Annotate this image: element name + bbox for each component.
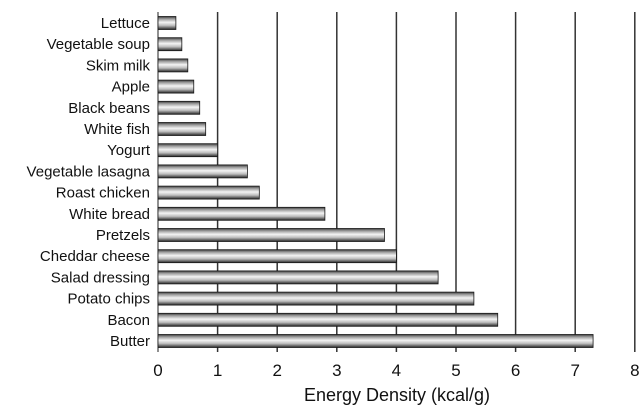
bar (157, 37, 183, 52)
category-label: Pretzels (96, 227, 150, 244)
bar (157, 164, 248, 179)
bar (157, 16, 177, 30)
x-tick-label: 5 (451, 361, 460, 380)
bar (157, 58, 189, 73)
category-label: Yogurt (107, 142, 151, 159)
bar (157, 334, 594, 348)
x-tick-label: 7 (570, 361, 579, 380)
category-label: Lettuce (101, 15, 150, 32)
bar (157, 79, 195, 94)
x-tick-label: 6 (511, 361, 520, 380)
bar (157, 100, 201, 115)
category-label: Cheddar cheese (40, 248, 150, 265)
bars (157, 16, 594, 348)
category-label: Bacon (107, 312, 150, 329)
x-axis-title: Energy Density (kcal/g) (304, 385, 490, 405)
bar (157, 228, 385, 242)
gridlines (157, 12, 636, 352)
category-label: Vegetable lasagna (27, 163, 151, 180)
category-label: Skim milk (86, 57, 151, 74)
category-labels: Lettuce Vegetable soup Skim milk Apple Black… (27, 15, 151, 350)
category-label: Butter (110, 333, 150, 350)
bar (157, 249, 397, 264)
category-label: Apple (112, 79, 150, 96)
category-label: Potato chips (67, 291, 150, 308)
bar (157, 206, 326, 221)
category-label: White bread (69, 206, 150, 223)
bar (157, 312, 499, 327)
bar (157, 270, 439, 285)
x-tick-label: 4 (392, 361, 401, 380)
category-label: Vegetable soup (47, 36, 150, 53)
x-tick-label: 1 (213, 361, 222, 380)
bar (157, 122, 207, 136)
bar (157, 143, 218, 158)
bar (157, 185, 260, 200)
x-tick-label: 3 (332, 361, 341, 380)
x-tick-label: 8 (630, 361, 639, 380)
category-label: White fish (84, 121, 150, 138)
x-tick-label: 2 (272, 361, 281, 380)
bar (157, 291, 475, 306)
category-label: Roast chicken (56, 185, 150, 202)
category-label: Salad dressing (51, 269, 150, 286)
x-tick-labels: 0 1 2 3 4 5 6 7 8 (153, 361, 639, 380)
category-label: Black beans (68, 100, 150, 117)
x-tick-label: 0 (153, 361, 162, 380)
